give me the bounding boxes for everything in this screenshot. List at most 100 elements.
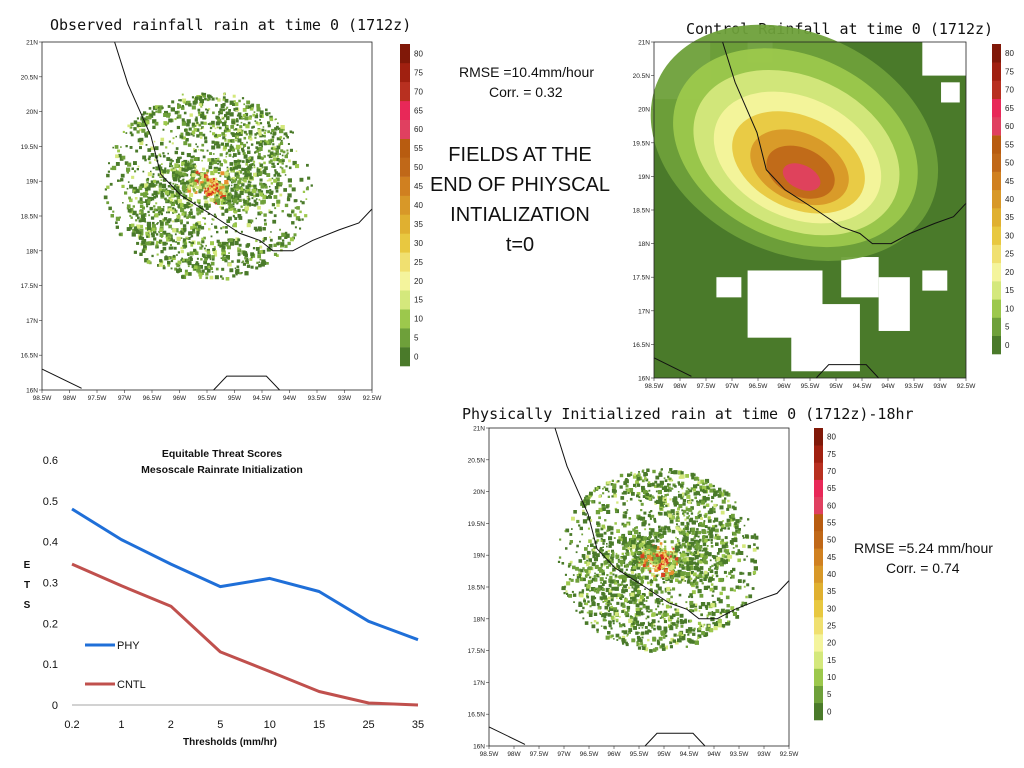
colorbar-segment bbox=[814, 651, 823, 669]
map-frame bbox=[41, 41, 373, 391]
control-stats: RMSE =10.4mm/hour Corr. = 0.32 bbox=[459, 62, 594, 102]
colorbar-segment bbox=[992, 262, 1001, 282]
lon-tick-label: 97.5W bbox=[530, 751, 550, 758]
colorbar-segment bbox=[992, 208, 1001, 227]
lon-tick-label: 96W bbox=[777, 383, 791, 390]
colorbar-label: 0 bbox=[414, 353, 419, 362]
colorbar-label: 30 bbox=[414, 239, 423, 248]
lat-tick-label: 16N bbox=[473, 744, 485, 751]
coastline-south-2 bbox=[644, 732, 706, 747]
y-tick-label: 0.4 bbox=[43, 537, 58, 549]
x-tick-label: 10 bbox=[264, 719, 276, 731]
colorbar-segment bbox=[400, 252, 410, 272]
lon-tick-label: 93W bbox=[933, 383, 947, 390]
x-tick-label: 25 bbox=[362, 719, 374, 731]
colorbar-label: 65 bbox=[827, 484, 836, 493]
colorbar-label: 5 bbox=[1005, 323, 1010, 332]
lon-tick-label: 94.5W bbox=[853, 383, 873, 390]
x-tick-label: 5 bbox=[217, 719, 223, 731]
colorbar-segment bbox=[992, 80, 1001, 99]
lon-tick-label: 94.5W bbox=[253, 395, 273, 402]
physical-panel-title: Physically Initialized rain at time 0 (1… bbox=[462, 405, 914, 423]
rain-speckles bbox=[103, 92, 313, 281]
colorbar-segment bbox=[992, 299, 1001, 318]
x-tick-label: 0.2 bbox=[64, 719, 79, 731]
rain-contour bbox=[782, 163, 821, 191]
colorbar-label: 25 bbox=[1005, 250, 1014, 259]
colorbar-label: 5 bbox=[827, 690, 832, 699]
lon-tick-label: 93W bbox=[757, 751, 771, 758]
colorbar-label: 35 bbox=[414, 220, 423, 229]
colorbar-label: 50 bbox=[827, 536, 836, 545]
colorbar-label: 0 bbox=[1005, 341, 1010, 350]
y-tick-label: 0.6 bbox=[43, 455, 58, 467]
colorbar-label: 40 bbox=[827, 570, 836, 579]
colorbar-segment bbox=[400, 233, 410, 253]
lon-tick-label: 97W bbox=[725, 383, 739, 390]
lon-tick-label: 96W bbox=[607, 751, 621, 758]
colorbar-segment bbox=[814, 702, 823, 721]
colorbar-segment bbox=[992, 335, 1001, 355]
colorbar-label: 5 bbox=[414, 334, 419, 343]
center-line-3: INTIALIZATION bbox=[450, 204, 590, 226]
y-axis-label: S bbox=[24, 600, 31, 611]
colorbar-segment bbox=[814, 531, 823, 549]
colorbar-segment bbox=[400, 271, 410, 291]
colorbar-label: 45 bbox=[1005, 177, 1014, 186]
colorbar-label: 65 bbox=[414, 106, 423, 115]
coastline-south bbox=[41, 368, 82, 389]
colorbar-label: 20 bbox=[827, 639, 836, 648]
lon-tick-label: 92.5W bbox=[363, 395, 383, 402]
colorbar-segment bbox=[992, 317, 1001, 336]
lon-tick-label: 94.5W bbox=[680, 751, 700, 758]
colorbar-segment bbox=[814, 445, 823, 463]
lat-tick-label: 18N bbox=[638, 241, 650, 248]
lat-tick-label: 19.5N bbox=[633, 140, 651, 147]
lat-tick-label: 19N bbox=[473, 553, 485, 560]
observed-colorbar: 0 5 10 15 20 25 30 35 40 45 50 55 60 65 70 75 80 bbox=[400, 44, 423, 367]
observed-panel-title: Observed rainfall rain at time 0 (1712z) bbox=[50, 16, 412, 34]
colorbar-segment bbox=[400, 290, 410, 310]
physical-colorbar: 0 5 10 15 20 25 30 35 40 45 50 55 60 65 70 75 80 bbox=[814, 428, 836, 721]
colorbar-segment bbox=[814, 548, 823, 566]
x-tick-label: 15 bbox=[313, 719, 325, 731]
colorbar-segment bbox=[814, 479, 823, 497]
colorbar-segment bbox=[400, 44, 410, 64]
colorbar-segment bbox=[400, 81, 410, 102]
lon-tick-label: 96W bbox=[173, 395, 187, 402]
physical-stats: RMSE =5.24 mm/hour Corr. = 0.74 bbox=[854, 538, 993, 578]
colorbar-label: 40 bbox=[414, 201, 423, 210]
lon-tick-label: 93.5W bbox=[730, 751, 750, 758]
map-frame bbox=[488, 427, 790, 747]
colorbar-segment bbox=[992, 153, 1001, 172]
lat-tick-label: 18.5N bbox=[21, 214, 39, 221]
colorbar-label: 15 bbox=[1005, 286, 1014, 295]
no-rain-patch bbox=[922, 270, 948, 291]
control-rmse: RMSE =10.4mm/hour bbox=[459, 64, 594, 80]
lat-tick-label: 19.5N bbox=[468, 521, 486, 528]
x-tick-label: 2 bbox=[168, 719, 174, 731]
colorbar-segment bbox=[400, 214, 410, 234]
lon-tick-label: 95.5W bbox=[630, 751, 650, 758]
colorbar-label: 15 bbox=[827, 656, 836, 665]
lat-tick-label: 20N bbox=[473, 489, 485, 496]
lon-tick-label: 92.5W bbox=[957, 383, 977, 390]
no-rain-patch bbox=[922, 42, 966, 76]
lat-tick-label: 18.5N bbox=[633, 208, 651, 215]
lon-tick-label: 93.5W bbox=[308, 395, 328, 402]
colorbar-segment bbox=[400, 309, 410, 329]
chart-title: Equitable Threat Scores bbox=[162, 448, 282, 460]
lat-tick-label: 20.5N bbox=[468, 457, 486, 464]
x-tick-label: 35 bbox=[412, 719, 424, 731]
y-tick-label: 0 bbox=[52, 700, 58, 712]
no-rain-patch bbox=[878, 277, 910, 331]
colorbar-label: 55 bbox=[1005, 140, 1014, 149]
y-tick-label: 0.5 bbox=[43, 496, 58, 508]
lon-tick-label: 96.5W bbox=[143, 395, 163, 402]
colorbar-segment bbox=[814, 668, 823, 686]
colorbar-segment bbox=[992, 281, 1001, 300]
lon-tick-label: 93W bbox=[338, 395, 352, 402]
colorbar-label: 75 bbox=[414, 68, 423, 77]
colorbar-label: 15 bbox=[414, 296, 423, 305]
lat-tick-label: 19.5N bbox=[21, 144, 39, 151]
